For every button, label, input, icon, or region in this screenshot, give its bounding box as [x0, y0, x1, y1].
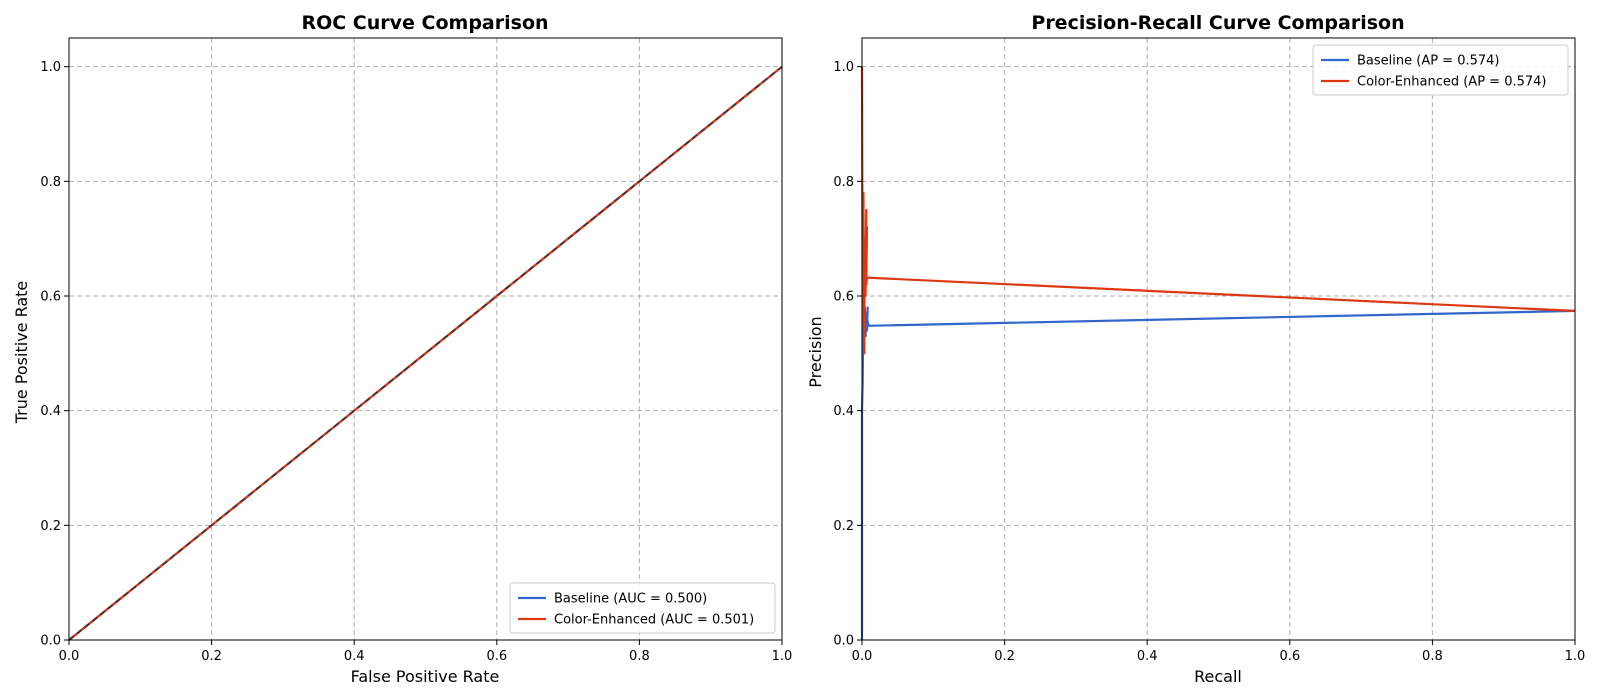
roc-series-line-color-enhanced	[68, 65, 783, 641]
pr-grid	[861, 38, 1576, 641]
roc-y-tick-label: 1.0	[40, 60, 61, 75]
roc-grid	[68, 38, 783, 641]
roc-y-tick-label: 0.8	[40, 175, 61, 190]
roc-reference-line	[68, 66, 783, 641]
roc-x-tick-label: 0.6	[486, 649, 507, 664]
pr-y-axis-label: Precision	[806, 316, 825, 387]
roc-x-ticks: 0.0 0.2 0.4 0.6 0.8 1.0	[59, 640, 793, 664]
pr-chart: Precision-Recall Curve Comparison 0.0 0.2…	[806, 12, 1585, 686]
roc-legend: Baseline (AUC = 0.500) Color-Enhanced (AU…	[509, 582, 776, 634]
pr-y-ticks: 0.0 0.2 0.4 0.6 0.8 1.0	[833, 60, 862, 649]
pr-x-tick-label: 0.6	[1279, 649, 1300, 664]
pr-series-line-color-enhanced	[860, 66, 1576, 355]
roc-y-tick-label: 0.2	[40, 519, 61, 534]
pr-legend-label: Baseline (AP = 0.574)	[1357, 54, 1500, 69]
pr-x-tick-label: 0.0	[852, 649, 873, 664]
pr-series-line-baseline	[860, 294, 1576, 640]
roc-x-tick-label: 0.4	[344, 649, 365, 664]
pr-y-tick-label: 0.2	[833, 519, 854, 534]
roc-x-tick-label: 0.0	[59, 649, 80, 664]
pr-y-tick-label: 0.8	[833, 175, 854, 190]
roc-plot-frame	[68, 37, 783, 641]
pr-legend-label: Color-Enhanced (AP = 0.574)	[1357, 75, 1546, 90]
roc-x-tick-label: 1.0	[772, 649, 793, 664]
pr-x-ticks: 0.0 0.2 0.4 0.6 0.8 1.0	[852, 640, 1586, 664]
roc-y-tick-label: 0.6	[40, 290, 61, 305]
roc-chart-title: ROC Curve Comparison	[301, 12, 548, 34]
pr-y-tick-label: 0.4	[833, 404, 854, 419]
pr-y-tick-label: 0.0	[833, 634, 854, 649]
roc-y-tick-label: 0.0	[40, 634, 61, 649]
roc-chance-line	[68, 66, 783, 641]
pr-y-tick-label: 1.0	[833, 60, 854, 75]
roc-legend-label: Baseline (AUC = 0.500)	[554, 592, 707, 607]
roc-x-tick-label: 0.8	[629, 649, 650, 664]
roc-legend-label: Color-Enhanced (AUC = 0.501)	[554, 613, 754, 628]
pr-x-tick-label: 0.2	[994, 649, 1015, 664]
roc-y-tick-label: 0.4	[40, 404, 61, 419]
roc-y-axis-label: True Positive Rate	[12, 281, 31, 425]
pr-series	[860, 66, 1576, 640]
roc-chart: ROC Curve Comparison 0.0 0.2 0.4 0.6 0.8 1.0 …	[12, 12, 792, 686]
roc-legend-box	[509, 582, 776, 634]
roc-y-ticks: 0.0 0.2 0.4 0.6 0.8 1.0	[40, 60, 69, 649]
pr-x-tick-label: 0.4	[1137, 649, 1158, 664]
pr-x-tick-label: 1.0	[1565, 649, 1586, 664]
roc-x-tick-label: 0.2	[201, 649, 222, 664]
roc-x-axis-label: False Positive Rate	[351, 667, 500, 686]
pr-legend-box	[1312, 44, 1569, 96]
pr-y-tick-label: 0.6	[833, 290, 854, 305]
pr-legend: Baseline (AP = 0.574) Color-Enhanced (AP …	[1312, 44, 1569, 96]
pr-x-axis-label: Recall	[1194, 667, 1242, 686]
pr-chart-title: Precision-Recall Curve Comparison	[1031, 12, 1404, 34]
pr-x-tick-label: 0.8	[1422, 649, 1443, 664]
roc-series	[68, 65, 783, 641]
pr-plot-frame	[861, 37, 1576, 641]
